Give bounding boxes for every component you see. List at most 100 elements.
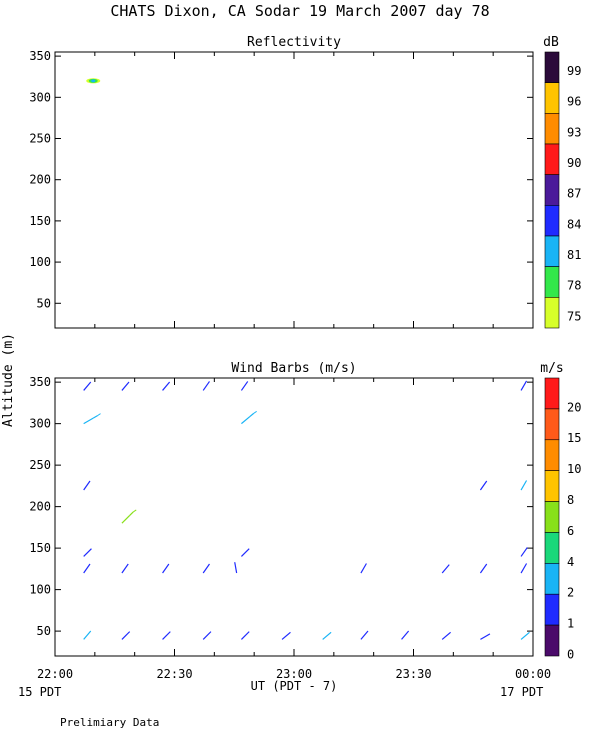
wind-colorbar-label: 10 (567, 462, 581, 476)
wind-colorbar-label: 4 (567, 555, 574, 569)
wind-y-tick-label: 50 (37, 624, 51, 638)
wind-barb (520, 380, 528, 391)
wind-barb-shaft (202, 563, 210, 574)
wind-barb-shaft (121, 515, 131, 524)
wind-barb-shaft (520, 563, 528, 574)
reflectivity-colorbar-swatch (544, 143, 560, 175)
reflectivity-y-tick-label: 350 (29, 49, 51, 63)
right-date-label: 17 PDT (500, 685, 543, 699)
wind-colorbar-swatch (544, 439, 560, 471)
reflectivity-colorbar-label: 84 (567, 217, 581, 231)
wind-barb (83, 563, 91, 574)
wind-barb-shaft (401, 630, 410, 640)
wind-colorbar-swatch (544, 408, 560, 441)
wind-barb-shaft (240, 381, 249, 391)
wind-barb-shaft (121, 563, 129, 574)
wind-barb (121, 631, 131, 640)
wind-barb-shaft (240, 631, 250, 640)
x-tick-label: 23:30 (395, 667, 431, 681)
wind-colorbar-label: 6 (567, 524, 574, 538)
wind-barb-shaft-ext (129, 511, 134, 516)
reflectivity-colorbar-unit: dB (543, 35, 559, 50)
wind-colorbar-swatch (544, 377, 560, 410)
wind-colorbar-label: 1 (567, 617, 574, 631)
wind-colorbar-label: 8 (567, 493, 574, 507)
wind-barb (520, 631, 530, 640)
wind-barb-shaft (83, 381, 92, 391)
wind-barb-shaft (441, 631, 451, 640)
wind-colorbar-swatch (544, 501, 560, 533)
reflectivity-colorbar-label: 78 (567, 279, 581, 293)
wind-barb-shaft (162, 381, 171, 391)
wind-barb-shaft (83, 563, 91, 574)
wind-barbs-plot-frame (54, 377, 534, 657)
reflectivity-colorbar-label: 81 (567, 248, 581, 262)
wind-barb-shaft (520, 631, 530, 640)
wind-colorbar-swatch (544, 593, 560, 626)
wind-barb-shaft (322, 631, 332, 640)
reflectivity-y-tick-label: 150 (29, 214, 51, 228)
wind-barb-shaft (520, 547, 528, 557)
left-date-label: 15 PDT (18, 685, 61, 699)
reflectivity-colorbar-swatch (544, 235, 560, 267)
wind-barb (240, 381, 249, 391)
wind-barb-shaft (479, 563, 488, 574)
wind-y-tick-label: 150 (29, 541, 51, 555)
reflectivity-colorbar-swatch (544, 113, 560, 145)
wind-barb (162, 381, 171, 391)
wind-barb-shaft (121, 381, 130, 391)
wind-barb (241, 410, 257, 425)
x-tick-label: 22:30 (156, 667, 192, 681)
wind-barb-flag (132, 509, 137, 513)
wind-barb-shaft (83, 417, 94, 425)
wind-barb-shaft (441, 564, 450, 574)
wind-barb (83, 548, 92, 557)
wind-barb (322, 631, 332, 640)
wind-colorbar-label: 2 (567, 586, 574, 600)
reflectivity-colorbar-label: 96 (567, 95, 581, 109)
wind-colorbar-unit: m/s (540, 361, 563, 376)
wind-barb (202, 631, 212, 640)
wind-barb (83, 480, 91, 491)
wind-barb (121, 381, 130, 391)
wind-barb-shaft-ext (249, 412, 255, 418)
wind-barb-shaft (240, 548, 250, 557)
figure-title: CHATS Dixon, CA Sodar 19 March 2007 day … (110, 2, 489, 20)
wind-colorbar-swatch (544, 624, 560, 657)
x-tick-label: 23:00 (276, 667, 312, 681)
wind-y-tick-label: 200 (29, 500, 51, 514)
wind-barb (441, 564, 450, 574)
reflectivity-colorbar-swatch (544, 205, 560, 237)
wind-barb-shaft (234, 562, 238, 574)
wind-barb (121, 563, 129, 574)
wind-barb-flag (97, 413, 101, 417)
reflectivity-colorbar-label: 93 (567, 125, 581, 139)
wind-colorbar-label: 15 (567, 431, 581, 445)
wind-barb-shaft (241, 416, 251, 425)
wind-y-tick-label: 300 (29, 417, 51, 431)
reflectivity-colorbar-label: 99 (567, 64, 581, 78)
wind-barb (401, 630, 410, 640)
wind-barb-shaft (83, 480, 91, 491)
x-axis-label: UT (PDT - 7) (251, 679, 338, 693)
wind-colorbar-swatch (544, 563, 560, 595)
wind-barb-flag (253, 410, 257, 414)
wind-barb-shaft (360, 563, 367, 574)
wind-barb-shaft-ext (92, 415, 98, 419)
wind-barb (121, 509, 137, 524)
reflectivity-colorbar-swatch (544, 297, 560, 329)
wind-barb-shaft (479, 480, 488, 491)
reflectivity-colorbar-label: 87 (567, 187, 581, 201)
wind-barb (281, 631, 291, 640)
wind-barb (162, 631, 171, 640)
wind-barb (480, 633, 491, 640)
wind-barb (520, 480, 528, 491)
reflectivity-y-tick-label: 50 (37, 296, 51, 310)
wind-barb (360, 563, 367, 574)
reflectivity-colorbar-swatch (544, 82, 560, 114)
wind-barb-shaft (162, 563, 170, 574)
wind-barb-shaft (83, 548, 92, 557)
wind-y-tick-label: 350 (29, 375, 51, 389)
reflectivity-colorbar-label: 75 (567, 309, 581, 323)
